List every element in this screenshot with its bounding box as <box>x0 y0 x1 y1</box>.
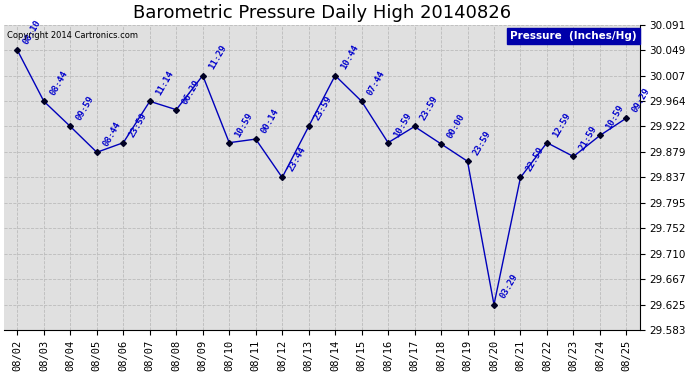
Text: 10:59: 10:59 <box>604 104 625 131</box>
Text: 10:59: 10:59 <box>392 111 413 138</box>
Text: 08:10: 08:10 <box>21 18 43 46</box>
Text: 00:00: 00:00 <box>445 112 466 140</box>
Text: 23:44: 23:44 <box>286 146 308 173</box>
Title: Barometric Pressure Daily High 20140826: Barometric Pressure Daily High 20140826 <box>133 4 511 22</box>
Text: 10:59: 10:59 <box>233 111 255 138</box>
Text: 23:59: 23:59 <box>128 111 149 138</box>
Text: 03:29: 03:29 <box>498 273 520 300</box>
Text: 00:14: 00:14 <box>260 107 281 135</box>
Text: 09:59: 09:59 <box>75 94 96 122</box>
Text: 08:44: 08:44 <box>48 69 69 97</box>
Text: 07:44: 07:44 <box>366 69 387 97</box>
Text: 11:14: 11:14 <box>154 69 175 97</box>
Text: 11:29: 11:29 <box>207 44 228 71</box>
Text: 23:59: 23:59 <box>313 94 334 122</box>
Text: 23:59: 23:59 <box>472 129 493 157</box>
Text: 06:29: 06:29 <box>180 78 201 105</box>
Text: 09:29: 09:29 <box>631 86 652 114</box>
Text: Copyright 2014 Cartronics.com: Copyright 2014 Cartronics.com <box>8 31 138 40</box>
Text: 10:44: 10:44 <box>339 44 361 71</box>
Text: 22:59: 22:59 <box>524 146 546 173</box>
Text: 08:44: 08:44 <box>101 120 122 148</box>
Text: 12:59: 12:59 <box>551 111 572 138</box>
Text: 21:59: 21:59 <box>578 124 599 152</box>
Text: 23:59: 23:59 <box>419 94 440 122</box>
Text: Pressure  (Inches/Hg): Pressure (Inches/Hg) <box>510 31 636 41</box>
